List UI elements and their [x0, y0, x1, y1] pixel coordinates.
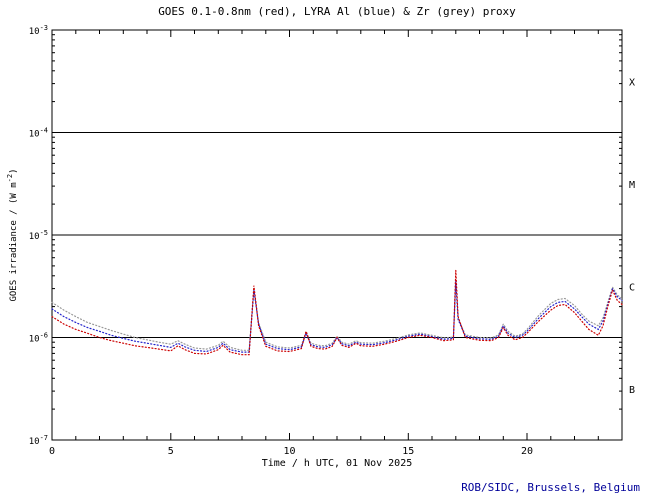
- flare-class-label: M: [629, 180, 635, 191]
- footer-credit: ROB/SIDC, Brussels, Belgium: [461, 481, 640, 494]
- x-tick-label: 20: [521, 446, 533, 457]
- flare-class-label: X: [629, 77, 635, 88]
- y-tick-label: 10-3: [29, 24, 48, 37]
- x-tick-label: 15: [402, 446, 414, 457]
- flare-class-label: B: [629, 385, 635, 396]
- chart-title: GOES 0.1-0.8nm (red), LYRA Al (blue) & Z…: [158, 5, 516, 18]
- flare-class-label: C: [629, 282, 635, 293]
- x-tick-label: 10: [283, 446, 295, 457]
- series-lyra-al-blue: [51, 280, 623, 353]
- y-axis-label: GOES irradiance / (W m-2): [6, 168, 19, 301]
- x-tick-label: 0: [49, 446, 55, 457]
- x-tick-label: 5: [168, 446, 174, 457]
- x-axis-label: Time / h UTC, 01 Nov 2025: [262, 458, 413, 469]
- series-goes-red: [51, 270, 623, 356]
- y-tick-label: 10-7: [29, 434, 48, 447]
- series-lyra-zr-grey: [51, 282, 623, 351]
- y-tick-label: 10-6: [29, 332, 48, 345]
- y-tick-label: 10-4: [29, 127, 48, 140]
- y-tick-label: 10-5: [29, 229, 48, 242]
